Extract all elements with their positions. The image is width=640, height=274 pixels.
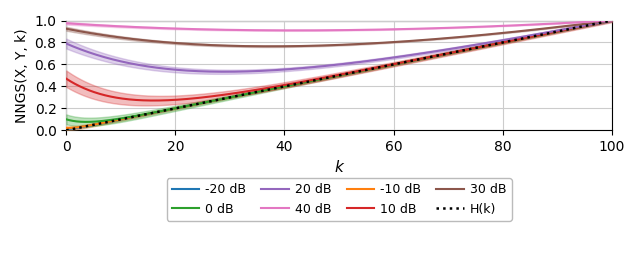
10 dB: [284, 83, 291, 86]
20 dB: [438, 49, 445, 52]
40 dB: [498, 24, 506, 27]
Y-axis label: NNGS(X, Y, k): NNGS(X, Y, k): [15, 28, 29, 123]
40 dB: [488, 25, 496, 28]
20 dB: [63, 42, 70, 45]
H(k): [488, 43, 495, 46]
Line: -10 dB: -10 dB: [67, 21, 612, 128]
Legend: -20 dB, 0 dB, 20 dB, 40 dB, -10 dB, 10 dB, 30 dB, H(k): -20 dB, 0 dB, 20 dB, 40 dB, -10 dB, 10 d…: [166, 178, 511, 221]
30 dB: [608, 19, 616, 22]
10 dB: [63, 77, 70, 80]
10 dB: [608, 19, 616, 22]
30 dB: [284, 45, 291, 48]
40 dB: [303, 29, 311, 32]
10 dB: [498, 41, 506, 44]
H(k): [283, 84, 291, 88]
40 dB: [608, 19, 616, 22]
0 dB: [63, 118, 70, 121]
H(k): [437, 53, 445, 56]
-20 dB: [118, 118, 126, 121]
0 dB: [303, 80, 311, 84]
20 dB: [488, 40, 496, 44]
20 dB: [284, 68, 291, 71]
0 dB: [83, 120, 90, 124]
10 dB: [118, 97, 126, 100]
40 dB: [63, 22, 70, 25]
-10 dB: [488, 43, 495, 46]
Line: 20 dB: 20 dB: [67, 21, 612, 72]
-10 dB: [118, 118, 126, 121]
X-axis label: k: k: [335, 160, 344, 175]
10 dB: [150, 99, 157, 102]
40 dB: [291, 29, 298, 32]
0 dB: [498, 41, 506, 44]
30 dB: [63, 27, 70, 30]
-20 dB: [488, 43, 495, 46]
10 dB: [488, 43, 496, 46]
20 dB: [608, 19, 616, 22]
10 dB: [438, 53, 445, 56]
40 dB: [118, 25, 126, 28]
-20 dB: [303, 80, 310, 84]
H(k): [498, 41, 506, 44]
-10 dB: [608, 19, 616, 22]
-20 dB: [437, 53, 445, 56]
40 dB: [283, 29, 291, 32]
30 dB: [438, 37, 445, 40]
H(k): [118, 118, 126, 121]
-10 dB: [283, 84, 291, 88]
30 dB: [303, 44, 311, 48]
-10 dB: [303, 80, 310, 84]
30 dB: [498, 32, 506, 35]
0 dB: [118, 116, 126, 120]
-20 dB: [63, 128, 70, 131]
20 dB: [118, 60, 126, 63]
H(k): [63, 129, 70, 132]
0 dB: [438, 53, 445, 56]
Line: 10 dB: 10 dB: [67, 21, 612, 101]
20 dB: [303, 66, 311, 69]
30 dB: [488, 32, 496, 36]
40 dB: [438, 26, 445, 30]
H(k): [608, 19, 616, 22]
30 dB: [118, 36, 126, 39]
0 dB: [284, 84, 291, 87]
20 dB: [221, 70, 229, 73]
H(k): [303, 80, 310, 84]
-10 dB: [498, 41, 506, 44]
20 dB: [498, 39, 506, 42]
Line: -20 dB: -20 dB: [67, 21, 612, 129]
-20 dB: [608, 19, 616, 22]
10 dB: [303, 79, 311, 82]
0 dB: [608, 19, 616, 22]
-10 dB: [63, 127, 70, 130]
Line: H(k): H(k): [67, 21, 612, 130]
30 dB: [267, 45, 275, 48]
-20 dB: [283, 84, 291, 88]
-10 dB: [437, 53, 445, 56]
0 dB: [488, 43, 496, 46]
Line: 0 dB: 0 dB: [67, 21, 612, 122]
-20 dB: [498, 41, 506, 44]
Line: 30 dB: 30 dB: [67, 21, 612, 46]
Line: 40 dB: 40 dB: [67, 21, 612, 30]
